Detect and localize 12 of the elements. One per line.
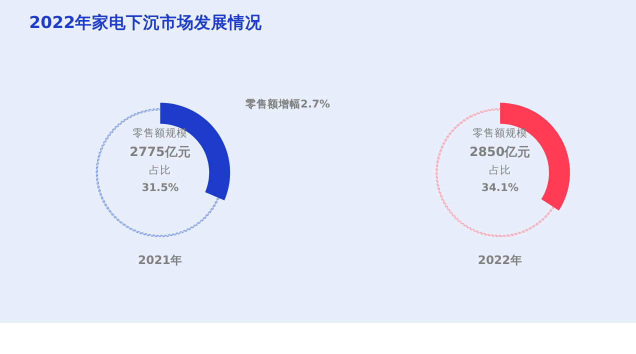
text: 34.1% xyxy=(482,181,519,194)
text: 零售额规模 xyxy=(132,126,188,140)
text: 2850亿元 xyxy=(470,144,531,160)
text: 占比 xyxy=(149,164,172,177)
chart-title: 2022年家电下沉市场发展情况 xyxy=(29,12,264,32)
text: 占比 xyxy=(489,164,512,177)
text: 31.5% xyxy=(142,181,180,194)
text: 2021年 xyxy=(138,252,182,267)
text: 2775亿元 xyxy=(130,144,191,160)
text: 零售额增幅2.7% xyxy=(246,98,330,111)
text: 2022年 xyxy=(478,252,522,267)
text: 零售额规模 xyxy=(472,126,528,140)
